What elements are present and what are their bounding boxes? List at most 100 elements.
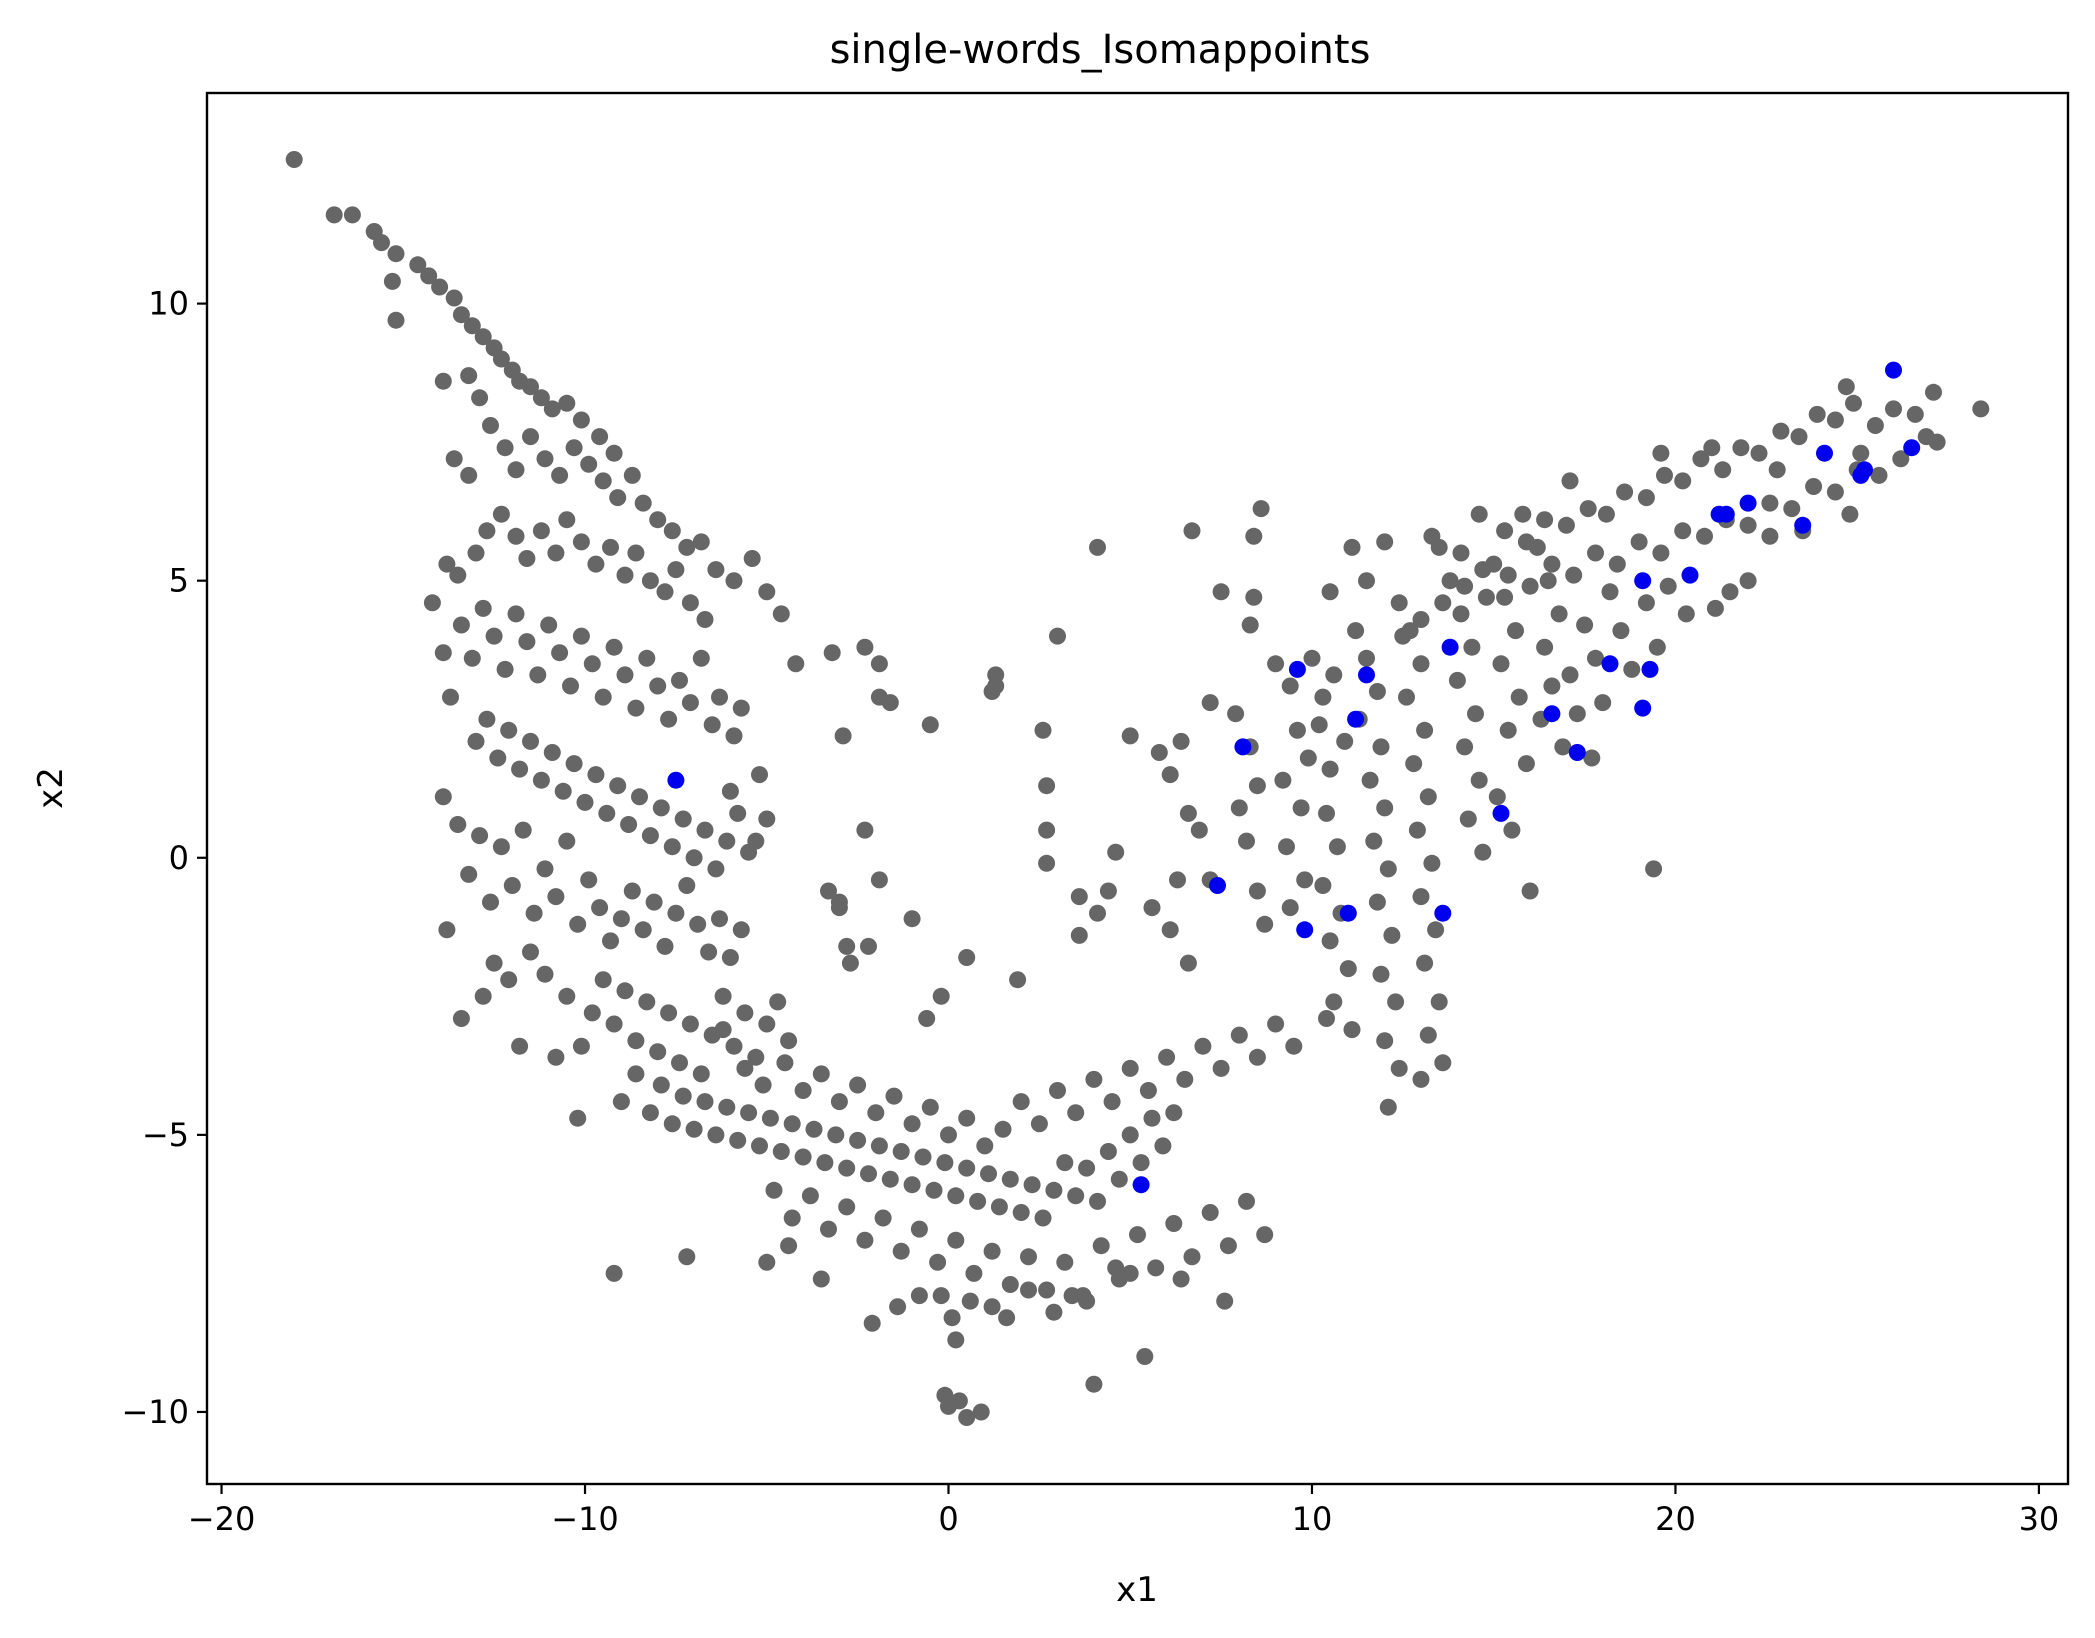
data-point-s0-346	[870, 655, 888, 673]
data-point-s1-26	[1358, 666, 1375, 684]
data-point-s0-448	[1452, 605, 1470, 623]
data-point-s0-135	[471, 827, 489, 845]
x-tick-label-1: −10	[551, 1500, 619, 1538]
data-point-s0-398	[1296, 871, 1314, 889]
data-point-s0-37	[565, 439, 583, 457]
data-point-s0-48	[725, 572, 743, 590]
data-point-s0-215	[881, 1170, 899, 1188]
data-point-s0-129	[758, 810, 776, 828]
data-point-s0-80	[507, 605, 525, 623]
data-point-s0-369	[1161, 766, 1179, 784]
data-point-s0-331	[903, 910, 921, 928]
data-point-s0-553	[1561, 472, 1579, 490]
data-point-s0-156	[700, 943, 718, 961]
data-point-s0-122	[685, 849, 703, 867]
data-point-s0-449	[1463, 638, 1481, 656]
data-point-s0-241	[1165, 1104, 1183, 1122]
y-tick-label-4: 10	[148, 285, 189, 323]
data-point-s1-3	[1852, 466, 1870, 484]
data-point-s0-38	[580, 455, 598, 473]
data-point-s0-184	[725, 1037, 743, 1055]
data-point-s0-165	[511, 1037, 529, 1055]
data-point-s0-294	[1129, 1226, 1146, 1244]
data-point-s0-345	[856, 638, 874, 656]
data-point-s0-8	[431, 278, 449, 296]
data-point-s0-555	[1703, 439, 1721, 457]
data-point-s0-277	[820, 1220, 837, 1238]
data-point-s0-340	[932, 987, 950, 1005]
data-point-s0-495	[1474, 561, 1492, 579]
data-point-s0-69	[667, 561, 685, 579]
data-point-s0-211	[838, 1159, 856, 1177]
data-point-s0-424	[1368, 893, 1386, 911]
data-point-s0-145	[580, 871, 598, 889]
data-point-s0-249	[849, 1076, 867, 1094]
data-point-s0-548	[1343, 538, 1361, 556]
data-point-s0-383	[1248, 882, 1266, 900]
data-point-s0-22	[591, 428, 609, 446]
data-point-s0-438	[1408, 821, 1426, 839]
data-point-s0-445	[1434, 1054, 1452, 1072]
data-point-s0-451	[1467, 705, 1484, 723]
data-point-s0-540	[1761, 494, 1779, 512]
data-point-s0-245	[776, 1054, 794, 1072]
data-point-s0-82	[529, 666, 547, 684]
data-point-s0-403	[1310, 716, 1328, 734]
data-point-s0-42	[634, 494, 652, 512]
data-point-s0-247	[812, 1065, 830, 1083]
data-point-s0-29	[445, 450, 463, 468]
data-point-s0-442	[1416, 954, 1434, 972]
data-point-s0-333	[820, 882, 837, 900]
data-point-s0-163	[485, 954, 503, 972]
data-point-s0-410	[1321, 932, 1339, 950]
data-point-s0-226	[1001, 1170, 1019, 1188]
data-point-s0-394	[1299, 749, 1317, 767]
data-point-s0-384	[1256, 915, 1274, 933]
data-point-s0-207	[794, 1148, 812, 1166]
data-point-s0-220	[936, 1154, 954, 1172]
data-point-s0-66	[627, 544, 645, 562]
data-point-s0-186	[747, 1048, 765, 1066]
data-point-s0-427	[1387, 993, 1405, 1011]
data-point-s0-271	[1248, 1048, 1266, 1066]
data-point-s0-171	[583, 1004, 601, 1022]
data-point-s0-305	[780, 1237, 798, 1255]
data-point-s0-422	[1365, 832, 1383, 850]
data-point-s0-218	[914, 1148, 932, 1166]
data-point-s0-183	[714, 987, 732, 1005]
data-point-s0-402	[1325, 666, 1343, 684]
chart-title: single-words_Isomappoints	[830, 27, 1371, 73]
data-point-s0-71	[696, 611, 714, 628]
data-point-s0-414	[1318, 1010, 1335, 1027]
y-axis-label: x2	[31, 767, 71, 809]
data-point-s0-67	[641, 572, 659, 590]
data-point-s0-529	[1521, 577, 1539, 595]
data-point-s0-460	[1496, 588, 1514, 606]
data-point-s0-117	[631, 788, 648, 806]
data-point-s0-234	[1089, 1192, 1106, 1210]
data-point-s0-546	[1358, 572, 1375, 590]
data-point-s0-202	[740, 1104, 758, 1122]
data-point-s0-51	[772, 605, 790, 623]
data-point-s0-70	[681, 594, 699, 612]
data-point-s0-536	[1674, 522, 1692, 540]
data-point-s0-34	[522, 428, 539, 446]
data-point-s0-251	[885, 1087, 903, 1105]
data-point-s0-83	[540, 616, 558, 634]
data-point-s0-328	[972, 1403, 990, 1421]
data-point-s0-91	[627, 699, 645, 717]
data-point-s0-257	[994, 1120, 1012, 1138]
data-point-s0-47	[707, 561, 725, 579]
data-point-s0-467	[1543, 677, 1561, 695]
data-point-s0-31	[482, 417, 499, 434]
data-point-s0-1	[325, 206, 343, 224]
data-point-s0-541	[1783, 500, 1801, 518]
data-point-s0-304	[758, 1253, 776, 1271]
data-point-s0-27	[460, 367, 478, 385]
data-point-s1-24	[667, 771, 685, 789]
data-point-s0-465	[1517, 755, 1535, 773]
data-point-s0-54	[467, 544, 485, 562]
data-point-s0-341	[918, 1010, 936, 1027]
data-point-s0-507	[1714, 461, 1732, 479]
